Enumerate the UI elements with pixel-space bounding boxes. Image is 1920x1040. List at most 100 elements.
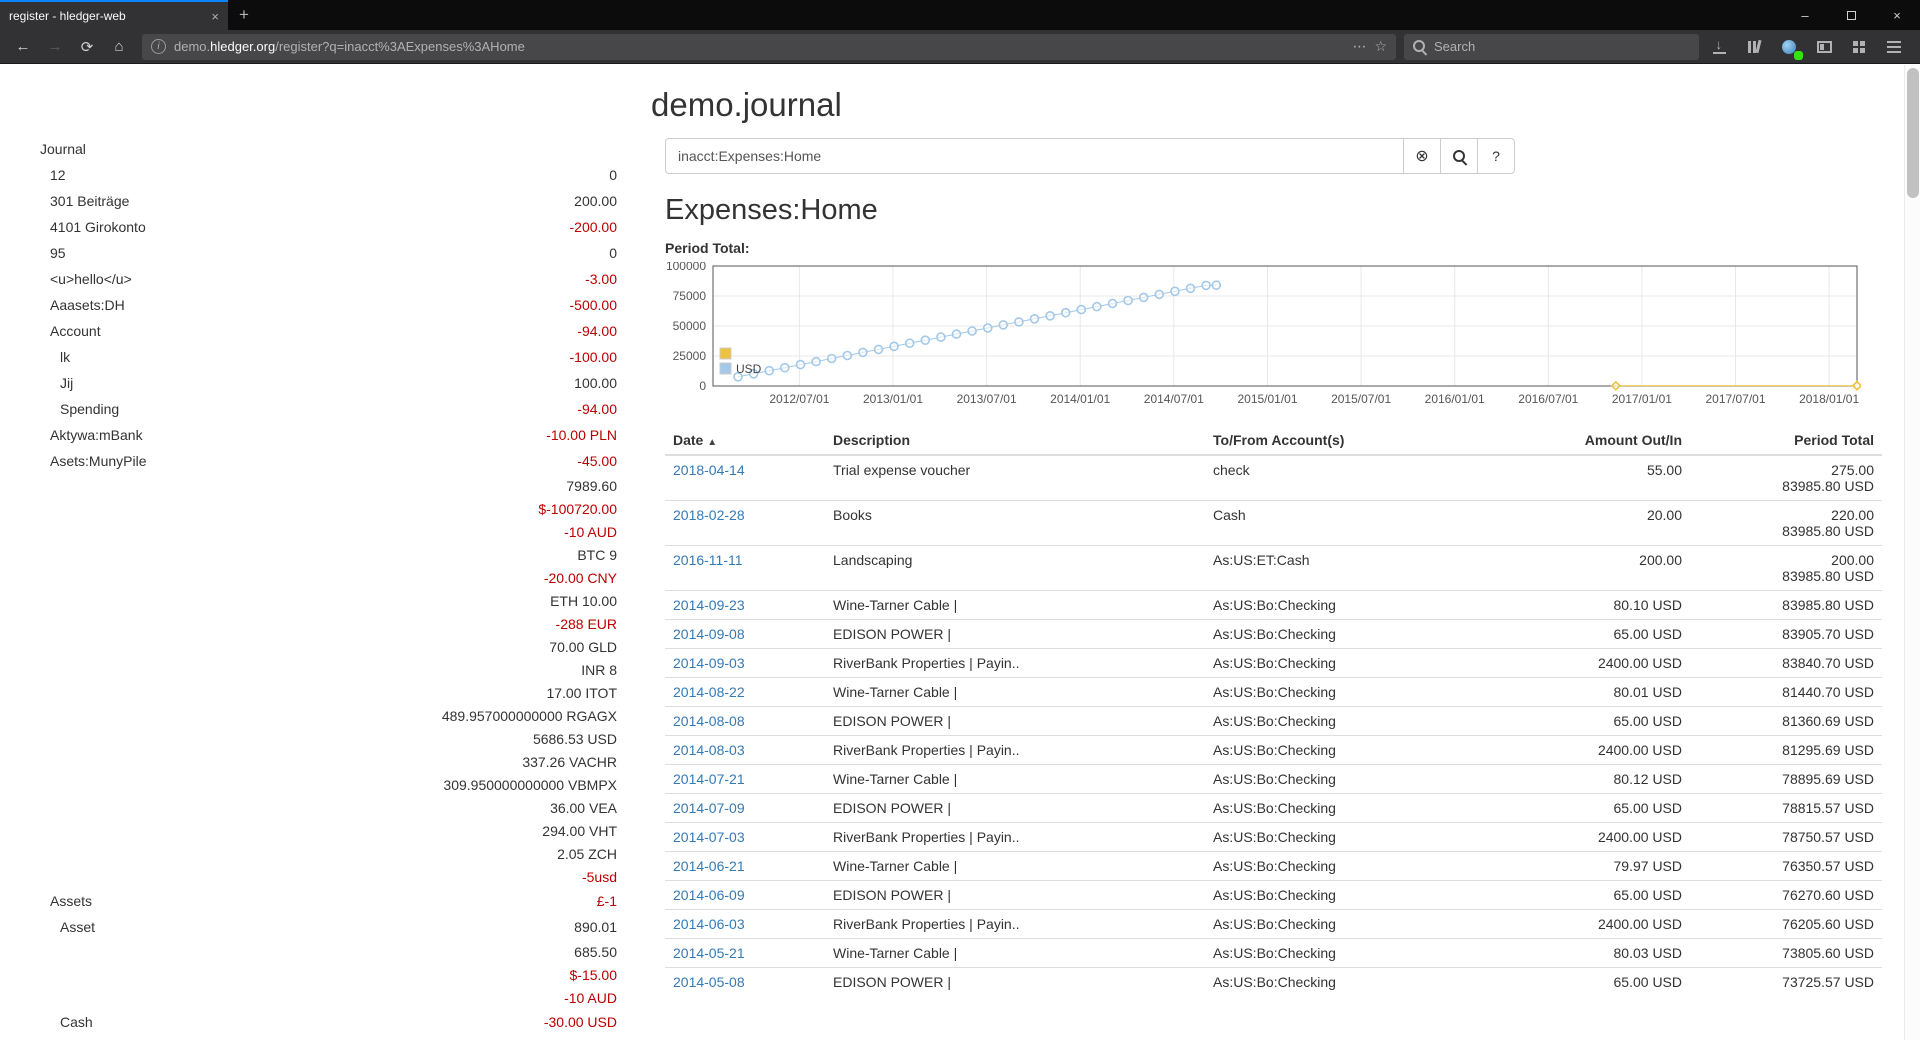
svg-text:25000: 25000 (673, 349, 707, 363)
sidebar-account-link[interactable]: 4101 Girokonto (50, 219, 146, 235)
sidebar-account-balance: -5usd (581, 868, 617, 885)
column-header-date[interactable]: Date ▲ (665, 424, 825, 456)
grid-icon (1853, 40, 1865, 53)
transaction-date-link[interactable]: 2014-05-21 (673, 945, 745, 961)
tab-bar: register - hledger-web × + – × (0, 0, 1920, 30)
sidebar-account-balance: -30.00 USD (543, 1014, 617, 1030)
transaction-date-link[interactable]: 2014-06-03 (673, 916, 745, 932)
sidebar-account-row: -10 AUD (40, 986, 627, 1009)
query-help-button[interactable]: ? (1477, 138, 1515, 174)
transaction-date-link[interactable]: 2014-08-08 (673, 713, 745, 729)
transaction-date-link[interactable]: 2014-06-21 (673, 858, 745, 874)
navigation-toolbar: ← → ⟳ ⌂ i demo.hledger.org/register?q=in… (0, 30, 1920, 64)
sidebar-account-link[interactable]: Jij (60, 375, 74, 391)
transaction-date-link[interactable]: 2014-09-08 (673, 626, 745, 642)
help-icon: ? (1492, 148, 1500, 164)
extension-button[interactable] (1775, 33, 1803, 61)
svg-text:2016/07/01: 2016/07/01 (1518, 392, 1578, 406)
new-tab-button[interactable]: + (239, 5, 249, 24)
account-heading: Expenses:Home (665, 194, 878, 226)
sidebar-account-balance: 36.00 VEA (550, 799, 617, 816)
transaction-date-link[interactable]: 2016-11-11 (673, 552, 743, 568)
transaction-date-link[interactable]: 2014-07-21 (673, 771, 745, 787)
sidebar-account-link[interactable]: Assets (50, 893, 93, 909)
transaction-date-link[interactable]: 2018-02-28 (673, 507, 745, 523)
library-button[interactable] (1740, 33, 1768, 61)
sidebar-account-link[interactable]: Aktywa:mBank (50, 427, 143, 443)
transaction-date-link[interactable]: 2014-05-08 (673, 974, 745, 990)
register-row: 2014-09-23 Wine-Tarner Cable | As:US:Bo:… (665, 590, 1882, 620)
back-button[interactable]: ← (15, 38, 31, 55)
sidebar-account-link[interactable]: 301 Beiträge (50, 193, 130, 209)
maximize-button[interactable] (1828, 0, 1874, 30)
sidebar-account-row: Spending -94.00 (40, 396, 627, 422)
transaction-amount: 80.10 USD (1495, 590, 1690, 620)
page-scrollbar[interactable] (1904, 65, 1920, 1040)
sidebar-account-balance: -10 AUD (564, 989, 617, 1006)
sidebar-account-link[interactable]: Cash (60, 1014, 93, 1030)
close-window-button[interactable]: × (1893, 7, 1901, 23)
register-header-row: Date ▲ Description To/From Account(s) Am… (665, 424, 1882, 456)
sidebar-account-link[interactable]: Account (50, 323, 101, 339)
sidebar-account-link[interactable]: 12 (50, 167, 66, 183)
transaction-description: EDISON POWER | (825, 793, 1205, 823)
apps-button[interactable] (1845, 33, 1873, 61)
transaction-description: Wine-Tarner Cable | (825, 851, 1205, 881)
sidebar-account-link[interactable]: 95 (50, 245, 66, 261)
sidebar-account-link[interactable]: <u>hello</u> (50, 271, 132, 287)
transaction-date-link[interactable]: 2018-04-14 (673, 462, 745, 478)
sidebar-account-row: 309.950000000000 VBMPX (40, 773, 627, 796)
register-row: 2016-11-11 Landscaping As:US:ET:Cash 200… (665, 545, 1882, 591)
transaction-period-total: 275.00 83985.80 USD (1690, 454, 1882, 501)
sidebar-account-row: ETH 10.00 (40, 589, 627, 612)
minimize-button[interactable]: – (1801, 7, 1809, 23)
transaction-amount: 200.00 (1495, 545, 1690, 591)
bookmark-star-icon[interactable]: ☆ (1374, 38, 1387, 54)
transaction-date-link[interactable]: 2014-09-23 (673, 597, 745, 613)
sidebar-toggle-button[interactable] (1810, 33, 1838, 61)
sidebar-account-link[interactable]: Asset (60, 919, 96, 935)
transaction-date-link[interactable]: 2014-09-03 (673, 655, 745, 671)
transaction-date-link[interactable]: 2014-07-09 (673, 800, 745, 816)
site-info-icon[interactable]: i (151, 39, 166, 54)
page-actions-icon[interactable]: ⋯ (1352, 38, 1367, 54)
tab-close-icon[interactable]: × (211, 8, 219, 24)
sidebar-account-link[interactable]: Asets:MunyPile (50, 453, 147, 469)
search-query-button[interactable] (1440, 138, 1478, 174)
query-input[interactable] (665, 138, 1404, 174)
sort-asc-icon: ▲ (707, 437, 718, 448)
sidebar-account-link[interactable]: Spending (60, 401, 120, 417)
home-button[interactable]: ⌂ (114, 38, 124, 55)
transaction-period-total: 81360.69 USD (1690, 706, 1882, 736)
menu-button[interactable] (1880, 33, 1908, 61)
transaction-date-link[interactable]: 2014-06-09 (673, 887, 745, 903)
clear-icon: ⊗ (1415, 148, 1429, 165)
sidebar-account-link[interactable]: Journal (40, 141, 86, 157)
sidebar-account-balance: 294.00 VHT (542, 822, 617, 839)
sidebar-account-link[interactable]: Aaasets:DH (50, 297, 125, 313)
browser-tab[interactable]: register - hledger-web × (0, 0, 228, 30)
transaction-amount: 65.00 USD (1495, 793, 1690, 823)
query-form: ⊗ ? (665, 138, 1516, 174)
browser-search-input[interactable] (1434, 39, 1690, 54)
sidebar-account-link[interactable]: lk (60, 349, 71, 365)
transaction-date-link[interactable]: 2014-07-03 (673, 829, 745, 845)
transaction-date-link[interactable]: 2014-08-22 (673, 684, 745, 700)
sidebar-account-row: Asset 890.01 (40, 914, 627, 940)
transaction-description: EDISON POWER | (825, 706, 1205, 736)
downloads-button[interactable] (1705, 33, 1733, 61)
transaction-date-link[interactable]: 2014-08-03 (673, 742, 745, 758)
sidebar-account-balance: -117.00 (571, 1039, 627, 1040)
url-bar[interactable]: i demo.hledger.org/register?q=inacct%3AE… (142, 33, 1396, 60)
reload-button[interactable]: ⟳ (80, 38, 94, 56)
clear-query-button[interactable]: ⊗ (1403, 138, 1441, 174)
sidebar-account-row: 70.00 GLD (40, 635, 627, 658)
url-path: /register?q=inacct%3AExpenses%3AHome (275, 39, 525, 54)
sidebar-account-balance: 70.00 GLD (549, 638, 617, 655)
column-header-amount: Amount Out/In (1495, 424, 1690, 456)
browser-search-bar[interactable] (1404, 33, 1699, 60)
scrollbar-thumb[interactable] (1907, 68, 1919, 198)
column-header-account: To/From Account(s) (1205, 424, 1495, 456)
sidebar-account-row: 36.00 VEA (40, 796, 627, 819)
forward-button[interactable]: → (47, 38, 63, 55)
